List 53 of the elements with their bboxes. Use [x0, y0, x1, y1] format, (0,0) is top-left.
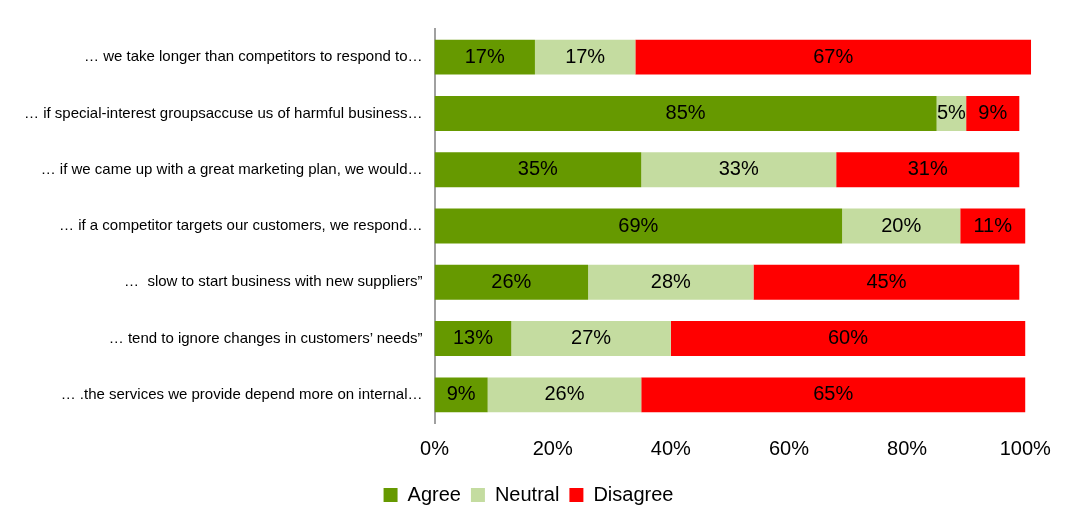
data-label: 27% — [571, 326, 612, 349]
bar — [670, 321, 1026, 357]
legend-label: Agree — [407, 482, 461, 505]
bar — [641, 377, 1026, 413]
data-label: 45% — [866, 269, 907, 292]
legend-label: Neutral — [494, 482, 560, 505]
data-label: 11% — [973, 213, 1013, 236]
bar — [434, 264, 589, 300]
x-tick-label: 0% — [420, 436, 450, 459]
data-label: 67% — [813, 44, 854, 67]
data-label: 31% — [907, 157, 948, 180]
y-tick-label: … if we came up with a great marketing plan, we would… — [40, 159, 423, 177]
bar — [641, 152, 837, 188]
x-tick-label: 80% — [887, 436, 928, 459]
data-label: 33% — [718, 157, 759, 180]
bar — [434, 95, 937, 131]
bar — [753, 264, 1020, 300]
bar — [487, 377, 642, 413]
y-tick-label: … if special-interest groupsaccuse us of harmful business… — [24, 103, 423, 121]
bar — [836, 152, 1020, 188]
data-label: 26% — [544, 382, 585, 405]
data-label: 28% — [650, 269, 692, 292]
bar — [511, 321, 671, 357]
legend-label: Disagree — [593, 482, 674, 505]
y-tick-label: … slow to start business with new suppliers” — [124, 272, 423, 290]
bar — [434, 152, 642, 188]
x-tick-label: 100% — [999, 436, 1052, 459]
bar — [635, 39, 1032, 75]
data-label: 17% — [565, 44, 606, 67]
bar — [588, 264, 754, 300]
y-tick-label: … tend to ignore changes in customers’ needs” — [108, 328, 423, 346]
bar — [534, 39, 636, 75]
y-tick-label: … if a competitor targets our customers, we respond… — [59, 216, 423, 234]
data-label: 65% — [813, 382, 854, 405]
data-label: 9% — [978, 100, 1008, 123]
x-tick-label: 40% — [650, 436, 692, 459]
x-tick-label: 60% — [768, 436, 810, 459]
data-label: 85% — [665, 100, 706, 123]
bar — [434, 208, 843, 244]
data-label: 17% — [464, 44, 505, 67]
y-tick-label: … we take longer than competitors to respond to… — [84, 47, 423, 65]
bar — [842, 208, 961, 244]
data-label: 13% — [452, 326, 494, 349]
data-label: 35% — [517, 157, 559, 180]
data-label: 9% — [446, 382, 476, 405]
data-label: 5% — [936, 100, 967, 123]
data-label: 26% — [491, 269, 532, 292]
bar — [434, 39, 535, 75]
x-tick-label: 20% — [532, 436, 573, 459]
data-label: 20% — [881, 213, 922, 236]
data-label: 60% — [828, 326, 869, 349]
y-tick-label: … .the services we provide depend more on internal… — [60, 385, 423, 402]
data-label: 69% — [618, 213, 659, 236]
